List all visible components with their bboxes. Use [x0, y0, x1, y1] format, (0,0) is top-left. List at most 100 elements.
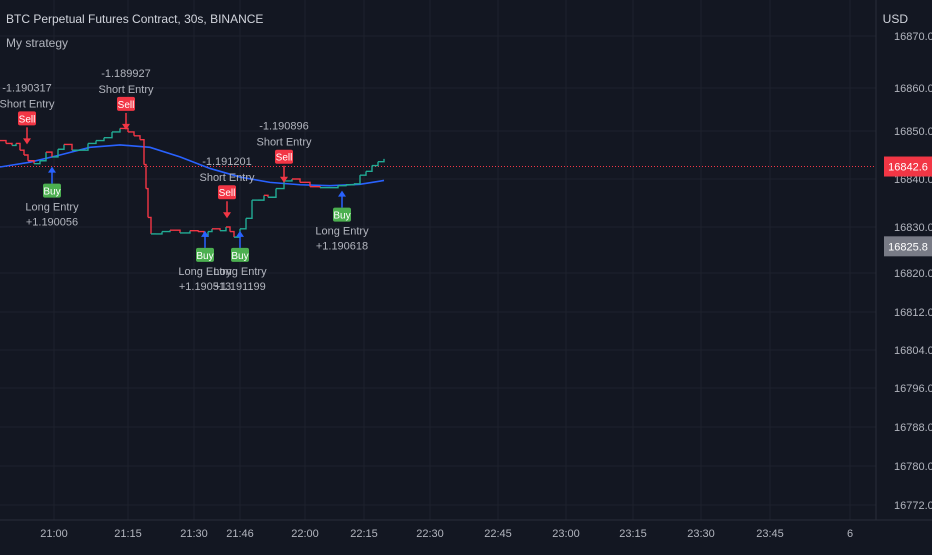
price-segment — [96, 137, 105, 142]
price-segment — [104, 131, 113, 139]
price-segment — [366, 165, 373, 173]
price-segment — [300, 181, 311, 187]
price-segment — [80, 143, 89, 151]
x-tick-label: 23:45 — [756, 528, 784, 540]
price-segment — [58, 144, 65, 150]
trade-entry-label: Short Entry — [0, 98, 55, 110]
trade-value-label: +1.190513 — [179, 281, 231, 293]
price-segment — [128, 131, 135, 136]
buy-trade-marker[interactable]: Buy Long Entry +1.190513 — [178, 230, 232, 293]
trade-value-label: -1.189927 — [101, 68, 151, 80]
price-segment — [112, 128, 121, 133]
price-segment — [20, 149, 25, 155]
price-segment — [134, 135, 141, 140]
strategy-name[interactable]: My strategy — [6, 36, 69, 50]
y-tick-label: 16796.0 — [894, 383, 932, 395]
price-segment — [208, 228, 213, 233]
price-segment — [120, 127, 129, 132]
chart-title[interactable]: BTC Perpetual Futures Contract, 30s, BIN… — [6, 12, 264, 26]
trade-value-label: -1.190317 — [2, 82, 52, 94]
buy-badge — [196, 247, 214, 262]
price-segment — [52, 149, 59, 158]
sell-badge-text: Sell — [19, 114, 36, 125]
price-segment — [140, 138, 145, 165]
x-tick-label: 21:30 — [180, 528, 208, 540]
sell-badge-text: Sell — [276, 153, 293, 164]
price-segment — [46, 151, 53, 157]
price-segment — [246, 200, 253, 220]
price-segment — [148, 216, 152, 234]
price-segment — [230, 230, 235, 238]
price-segment — [258, 195, 265, 201]
buy-badge-text: Buy — [231, 251, 248, 262]
buy-trade-marker[interactable]: Buy Long Entry +1.190056 — [25, 166, 79, 229]
y-tick-label: 16830.0 — [894, 222, 932, 234]
x-tick-label: 6 — [847, 528, 853, 540]
price-segment — [144, 163, 147, 189]
grid — [0, 0, 876, 520]
buy-badge — [333, 207, 351, 222]
buy-badge-text: Buy — [196, 251, 213, 262]
y-tick-label: 16870.0 — [894, 31, 932, 43]
price-segment — [354, 175, 361, 185]
buy-arrow-head — [48, 166, 56, 173]
y-tick-label: 16820.0 — [894, 268, 932, 280]
trade-entry-label: Short Entry — [199, 172, 255, 184]
currency-label[interactable]: USD — [882, 12, 908, 26]
trade-entry-label: Long Entry — [178, 266, 232, 278]
price-segment — [156, 231, 163, 235]
trade-value-label: +1.191199 — [214, 281, 266, 293]
ma-line — [0, 144, 385, 187]
price-segment — [240, 218, 247, 230]
sell-badge-text: Sell — [219, 188, 236, 199]
price-segment — [16, 142, 21, 151]
x-tick-label: 22:00 — [291, 528, 319, 540]
y-tick-label: 16860.0 — [894, 83, 932, 95]
price-segment — [292, 178, 301, 183]
sell-badge-text: Sell — [118, 100, 135, 111]
y-tick-label: 16840.0 — [894, 174, 932, 186]
sell-badge — [275, 149, 293, 164]
x-tick-label: 21:00 — [40, 528, 68, 540]
sell-badge — [117, 96, 135, 111]
x-tick-label: 23:30 — [687, 528, 715, 540]
y-tick-label: 16780.0 — [894, 461, 932, 473]
x-tick-label: 21:15 — [114, 528, 142, 540]
price-tag-bg — [884, 236, 932, 257]
x-tick-label: 22:45 — [484, 528, 512, 540]
sell-trade-marker[interactable]: -1.191201 Short Entry Sell — [199, 156, 255, 219]
price-segment — [170, 229, 181, 233]
price-tag: 16825.8 — [884, 236, 932, 257]
price-segment — [0, 139, 7, 144]
y-tick-label: 16804.0 — [894, 345, 932, 357]
price-segment — [268, 188, 277, 198]
x-tick-label: 22:15 — [350, 528, 378, 540]
price-tag-label: 16842.6 — [888, 162, 928, 174]
current-price-tag: 16842.6 — [884, 156, 932, 177]
x-tick-label: 23:00 — [552, 528, 580, 540]
price-segment — [360, 171, 367, 176]
trade-entry-label: Short Entry — [256, 137, 312, 149]
buy-badge-text: Buy — [333, 211, 350, 222]
sell-trade-marker[interactable]: -1.190317 Short Entry Sell — [0, 82, 55, 145]
buy-badge — [231, 247, 249, 262]
buy-trade-marker[interactable]: Buy Long Entry +1.190618 — [315, 190, 369, 253]
buy-arrow-head — [236, 230, 244, 237]
moving-average — [0, 144, 385, 187]
price-segment — [226, 226, 231, 232]
sell-badge — [218, 185, 236, 200]
x-tick-label: 23:15 — [619, 528, 647, 540]
buy-arrow-head — [338, 190, 346, 197]
price-segment — [24, 154, 29, 161]
price-segment — [180, 230, 191, 234]
price-segment — [276, 180, 285, 190]
sell-trade-marker[interactable]: -1.189927 Short Entry Sell — [98, 68, 154, 130]
y-tick-label: 16788.0 — [894, 422, 932, 434]
trade-entry-label: Short Entry — [98, 84, 154, 96]
price-segment — [378, 158, 385, 163]
buy-trade-marker[interactable]: Buy Long Entry +1.191199 — [213, 230, 267, 293]
sell-trade-marker[interactable]: -1.190896 Short Entry Sell — [256, 121, 312, 183]
